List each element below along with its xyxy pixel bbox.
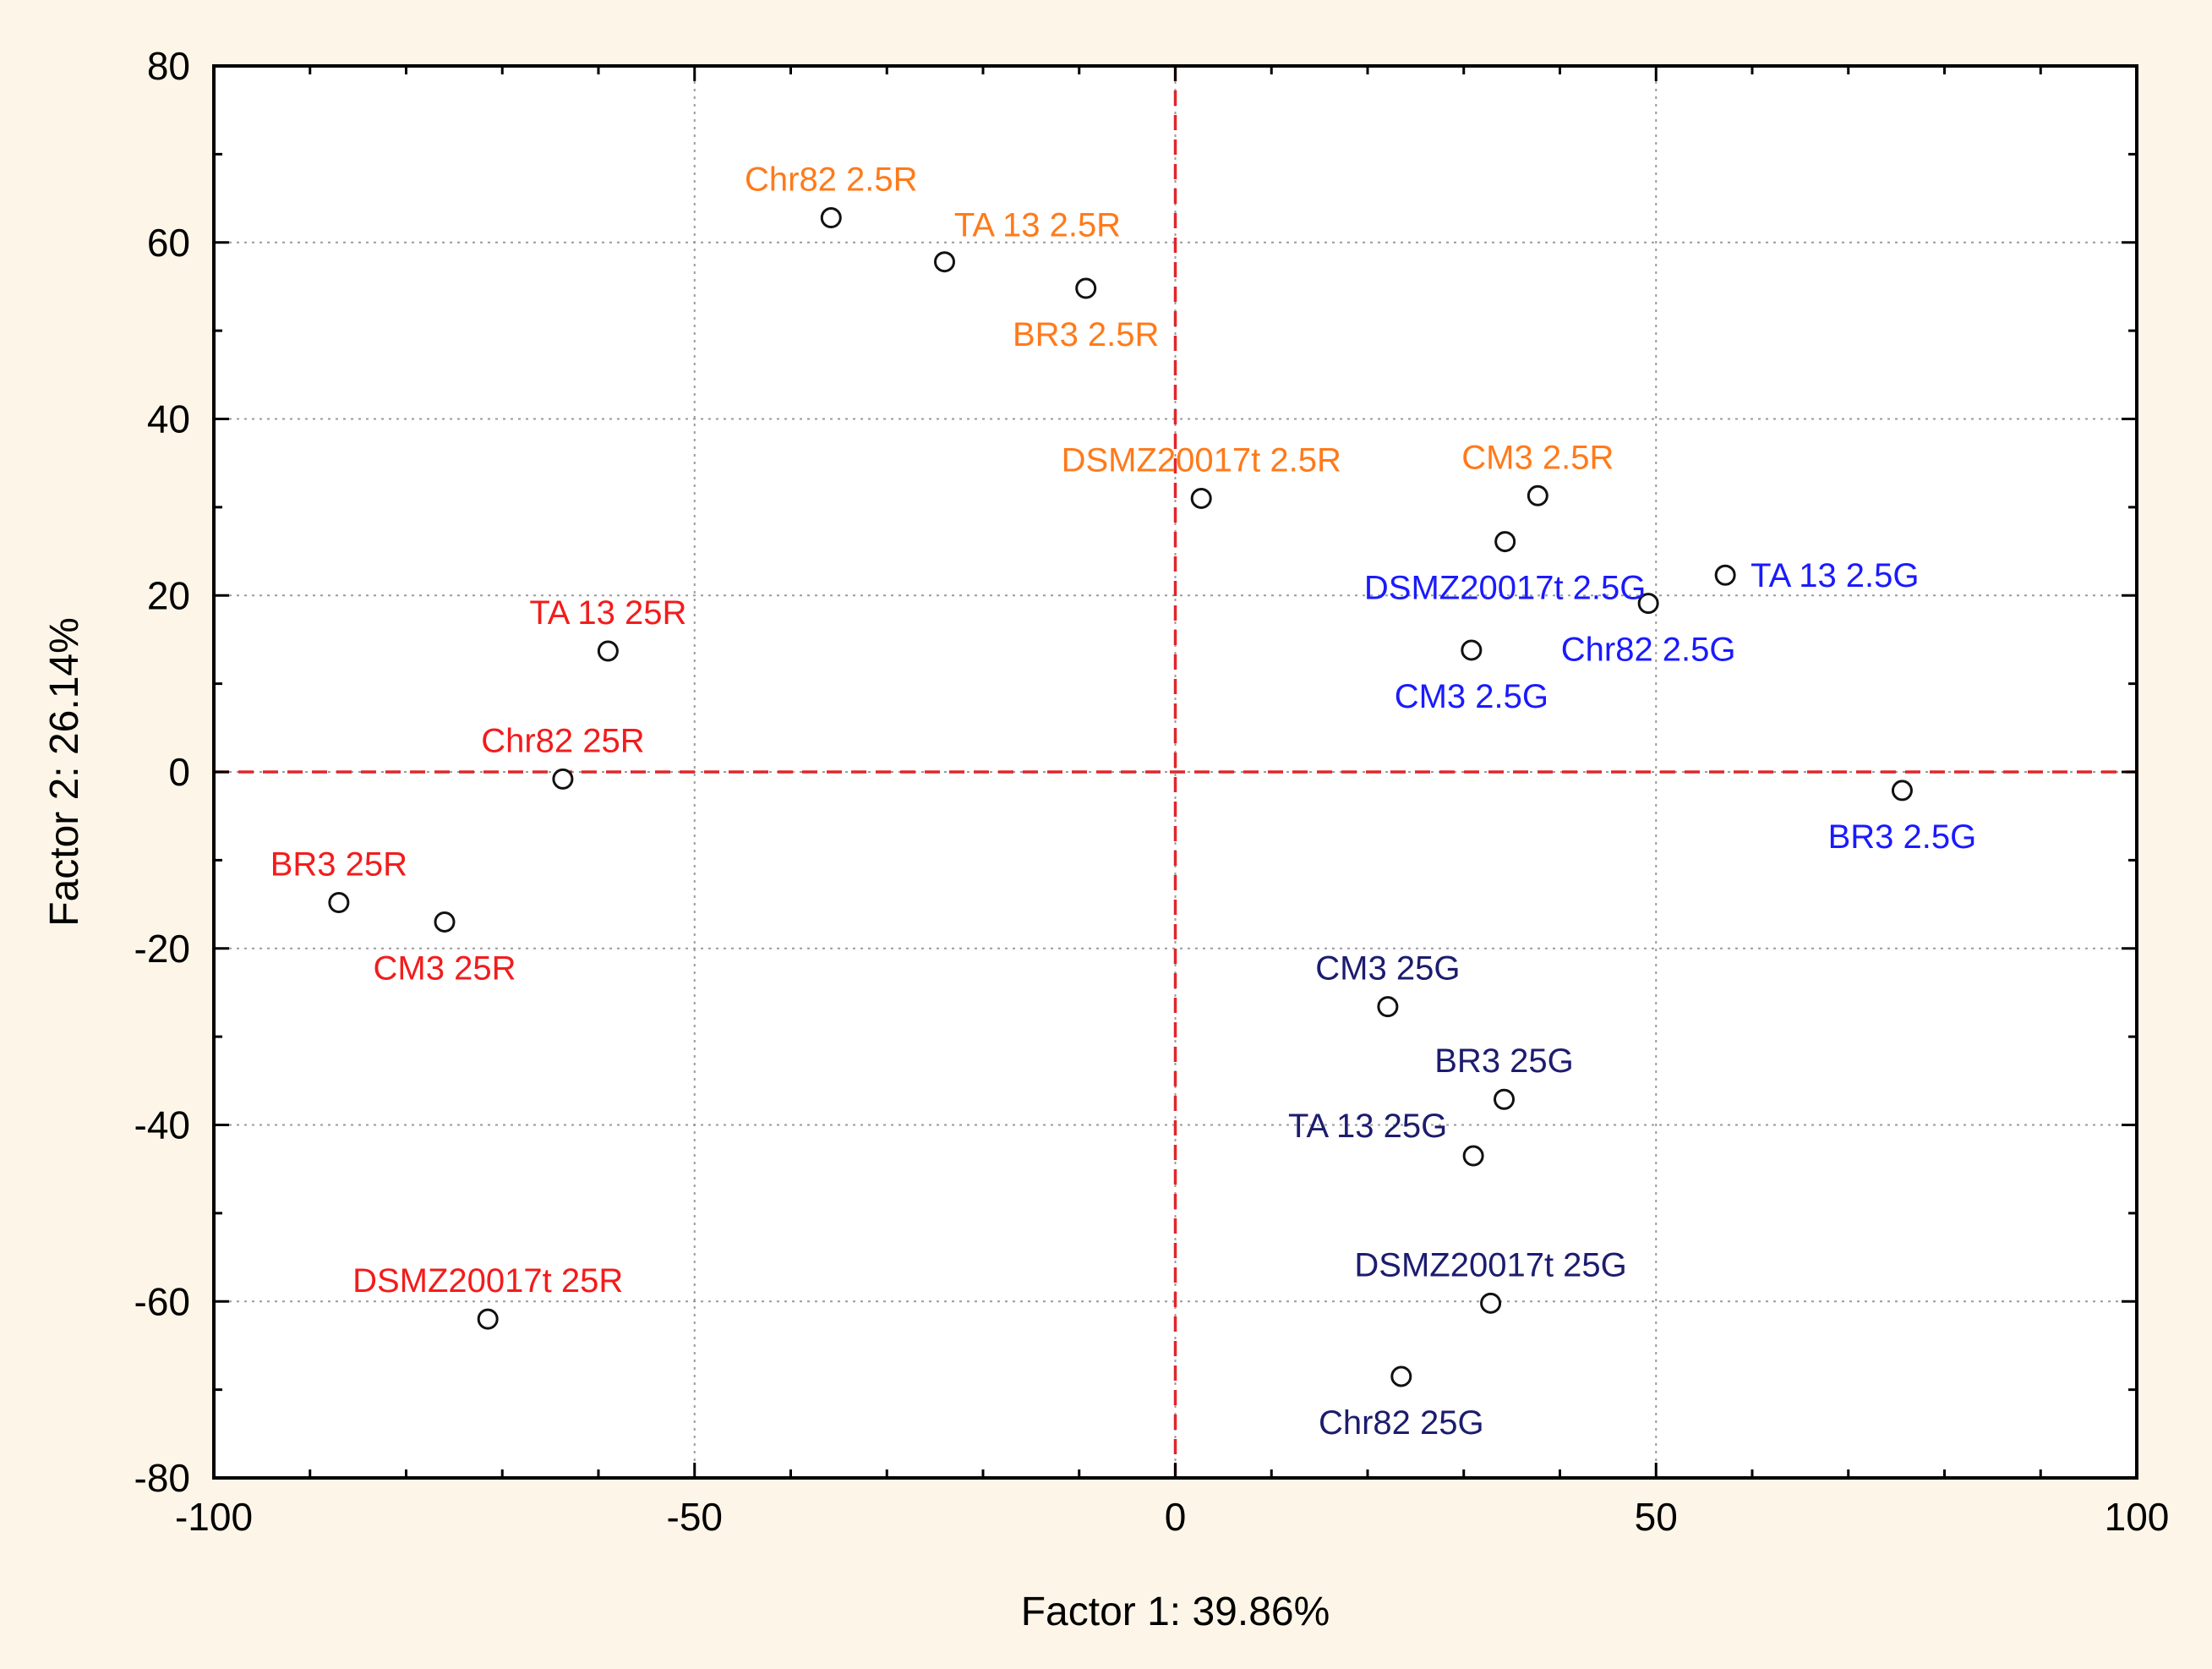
data-point bbox=[552, 768, 574, 790]
x-tick-label: 0 bbox=[1165, 1495, 1187, 1539]
data-point bbox=[1390, 1365, 1412, 1387]
x-tick-label: 50 bbox=[1635, 1495, 1678, 1539]
axis-ticks: -100 -50 0 50 100 80 60 40 20 0 -20 -40 -60 -80 bbox=[134, 44, 2170, 1539]
data-points bbox=[328, 207, 1913, 1387]
data-point bbox=[1891, 780, 1913, 802]
data-point bbox=[1462, 1145, 1484, 1167]
data-point bbox=[1527, 484, 1548, 506]
point-label: CM3 2.5G bbox=[1395, 678, 1548, 715]
data-point bbox=[328, 891, 350, 913]
y-tick-label: 0 bbox=[168, 750, 190, 794]
x-tick-label: 100 bbox=[2105, 1495, 2170, 1539]
point-label: DSMZ20017t 2.5R bbox=[1062, 441, 1341, 479]
point-label: Chr82 2.5G bbox=[1561, 632, 1736, 669]
point-label: DSMZ20017t 25G bbox=[1354, 1246, 1626, 1283]
data-point bbox=[1377, 996, 1399, 1018]
point-label: TA 13 2.5R bbox=[954, 207, 1121, 244]
x-axis-title: Factor 1: 39.86% bbox=[1021, 1590, 1330, 1634]
data-point bbox=[820, 207, 842, 229]
data-point bbox=[1714, 564, 1736, 586]
y-tick-label: 20 bbox=[147, 573, 190, 617]
x-tick-label: -50 bbox=[667, 1495, 723, 1539]
y-axis-title: Factor 2: 26.14% bbox=[42, 617, 87, 927]
point-labels: TA 13 25R Chr82 25R BR3 25R CM3 25R DSMZ2001… bbox=[270, 161, 1977, 1442]
point-label: BR3 2.5R bbox=[1013, 316, 1159, 353]
data-point bbox=[1480, 1292, 1502, 1314]
x-tick-label: -100 bbox=[175, 1495, 253, 1539]
zero-reference-lines bbox=[214, 66, 2137, 1478]
point-label: BR3 25G bbox=[1434, 1042, 1574, 1080]
data-point bbox=[477, 1308, 499, 1330]
point-label: CM3 25R bbox=[374, 949, 516, 987]
point-label: TA 13 25G bbox=[1288, 1108, 1447, 1145]
point-label: Chr82 2.5R bbox=[745, 161, 918, 199]
point-label: Chr82 25R bbox=[481, 722, 644, 759]
point-label: DSMZ20017t 25R bbox=[352, 1262, 623, 1300]
point-label: CM3 2.5R bbox=[1461, 439, 1614, 476]
point-label: DSMZ20017t 2.5G bbox=[1364, 570, 1647, 607]
point-label: TA 13 25R bbox=[529, 594, 686, 632]
y-tick-label: 40 bbox=[147, 397, 190, 441]
data-point bbox=[1075, 277, 1097, 299]
point-label: Chr82 25G bbox=[1319, 1404, 1484, 1442]
y-tick-label: -80 bbox=[134, 1456, 190, 1500]
y-tick-label: 60 bbox=[147, 221, 190, 265]
data-point bbox=[434, 911, 456, 933]
data-point bbox=[1637, 593, 1659, 615]
data-point bbox=[1494, 1088, 1516, 1110]
point-label: BR3 25R bbox=[270, 845, 407, 883]
data-point bbox=[1494, 531, 1516, 553]
y-tick-label: -20 bbox=[134, 927, 190, 971]
y-tick-label: 80 bbox=[147, 44, 190, 88]
y-tick-label: -40 bbox=[134, 1103, 190, 1147]
data-point bbox=[1190, 487, 1212, 509]
data-point bbox=[1461, 639, 1483, 661]
data-point bbox=[934, 251, 955, 273]
y-tick-label: -60 bbox=[134, 1279, 190, 1323]
point-label: TA 13 2.5G bbox=[1750, 557, 1919, 594]
data-point bbox=[597, 640, 619, 662]
point-label: CM3 25G bbox=[1315, 950, 1460, 988]
point-label: BR3 2.5G bbox=[1828, 818, 1977, 856]
